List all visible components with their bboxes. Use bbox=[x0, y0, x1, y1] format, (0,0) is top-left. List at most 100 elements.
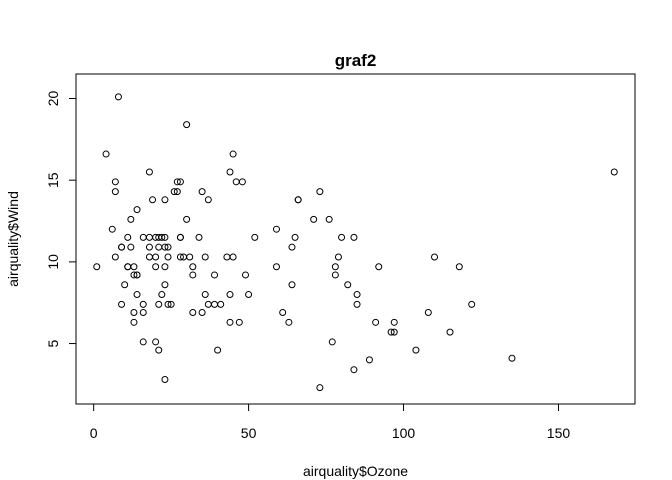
data-point bbox=[310, 215, 318, 223]
data-point bbox=[145, 168, 153, 176]
y-tick-label: 10 bbox=[45, 254, 61, 270]
data-point bbox=[365, 356, 373, 364]
data-point bbox=[198, 188, 206, 196]
data-point bbox=[139, 309, 147, 317]
data-point bbox=[387, 328, 395, 336]
x-tick-label: 50 bbox=[241, 425, 257, 441]
y-tick-label: 5 bbox=[45, 339, 61, 347]
y-tick-label: 20 bbox=[45, 91, 61, 107]
data-point bbox=[375, 263, 383, 271]
data-point bbox=[173, 178, 181, 186]
data-point bbox=[111, 253, 119, 261]
x-tick-label: 150 bbox=[547, 425, 571, 441]
data-point bbox=[325, 215, 333, 223]
y-axis: 5 10 15 20 bbox=[45, 91, 77, 347]
data-point bbox=[130, 263, 138, 271]
data-point bbox=[285, 318, 293, 326]
data-point bbox=[350, 366, 358, 374]
data-point bbox=[152, 263, 160, 271]
data-point bbox=[102, 150, 110, 158]
data-point bbox=[176, 233, 184, 241]
data-point bbox=[412, 346, 420, 354]
data-point bbox=[226, 291, 234, 299]
data-point bbox=[170, 188, 178, 196]
data-point bbox=[251, 233, 259, 241]
data-point bbox=[316, 188, 324, 196]
data-point bbox=[164, 300, 172, 308]
data-point bbox=[211, 300, 219, 308]
data-point bbox=[189, 271, 197, 279]
data-point bbox=[424, 309, 432, 317]
data-point bbox=[288, 281, 296, 289]
data-point bbox=[279, 309, 287, 317]
x-axis: 0 50 100 150 bbox=[90, 403, 571, 441]
data-point bbox=[139, 233, 147, 241]
data-point bbox=[328, 338, 336, 346]
data-point bbox=[353, 300, 361, 308]
data-point bbox=[155, 346, 163, 354]
data-point bbox=[344, 281, 352, 289]
data-point bbox=[232, 178, 240, 186]
data-point bbox=[217, 300, 225, 308]
data-point bbox=[226, 318, 234, 326]
data-point bbox=[133, 206, 141, 214]
data-point bbox=[155, 243, 163, 251]
data-point bbox=[186, 253, 194, 261]
data-point bbox=[167, 300, 175, 308]
data-point bbox=[118, 300, 126, 308]
data-point bbox=[127, 215, 135, 223]
data-point bbox=[161, 281, 169, 289]
data-point bbox=[508, 354, 516, 362]
data-point bbox=[152, 253, 160, 261]
data-point bbox=[173, 188, 181, 196]
data-point bbox=[195, 233, 203, 241]
data-point bbox=[111, 178, 119, 186]
chart-title: graf2 bbox=[335, 51, 377, 70]
data-point bbox=[331, 271, 339, 279]
data-point bbox=[610, 168, 618, 176]
data-point bbox=[201, 253, 209, 261]
data-point bbox=[272, 225, 280, 233]
data-point bbox=[294, 196, 302, 204]
data-point bbox=[245, 291, 253, 299]
data-point bbox=[183, 121, 191, 129]
data-point bbox=[158, 233, 166, 241]
data-point bbox=[226, 168, 234, 176]
data-point bbox=[334, 253, 342, 261]
data-point bbox=[108, 225, 116, 233]
data-point bbox=[238, 178, 246, 186]
data-point bbox=[152, 338, 160, 346]
data-point bbox=[390, 318, 398, 326]
data-point bbox=[139, 300, 147, 308]
x-tick-label: 100 bbox=[392, 425, 416, 441]
data-point bbox=[223, 253, 231, 261]
data-point bbox=[350, 233, 358, 241]
data-point bbox=[431, 253, 439, 261]
data-point bbox=[211, 271, 219, 279]
y-tick-label: 15 bbox=[45, 172, 61, 188]
data-point bbox=[201, 291, 209, 299]
data-point bbox=[149, 196, 157, 204]
data-point bbox=[176, 178, 184, 186]
data-point bbox=[145, 243, 153, 251]
data-point bbox=[316, 384, 324, 392]
data-point bbox=[127, 243, 135, 251]
data-point bbox=[229, 253, 237, 261]
data-point bbox=[331, 263, 339, 271]
data-point bbox=[455, 263, 463, 271]
data-point bbox=[114, 93, 122, 101]
data-point bbox=[372, 318, 380, 326]
data-point bbox=[288, 243, 296, 251]
data-point bbox=[204, 196, 212, 204]
x-axis-label: airquality$Ozone bbox=[303, 463, 408, 479]
data-point bbox=[130, 318, 138, 326]
data-point bbox=[130, 309, 138, 317]
data-point bbox=[338, 233, 346, 241]
data-point bbox=[353, 291, 361, 299]
data-point bbox=[145, 233, 153, 241]
data-point bbox=[124, 233, 132, 241]
data-point bbox=[93, 263, 101, 271]
data-point bbox=[155, 300, 163, 308]
data-point bbox=[133, 271, 141, 279]
